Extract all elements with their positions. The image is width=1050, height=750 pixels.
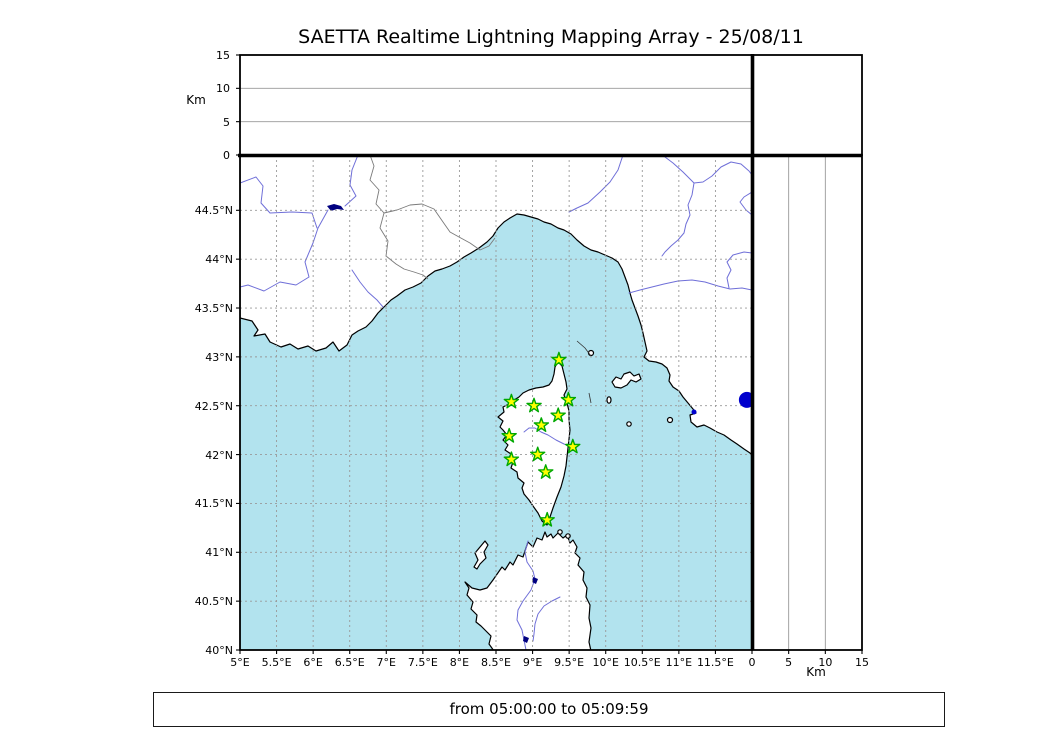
country-borders	[369, 155, 496, 280]
latitude-tick-label: 41.5°N	[194, 497, 233, 511]
elba-island	[611, 371, 642, 389]
pianosa-island	[626, 421, 632, 427]
latitude-tick-label: 42°N	[205, 448, 233, 462]
longitude-tick-label: 11.5°E	[696, 656, 734, 669]
station-star-marker	[501, 427, 517, 443]
station-star-marker	[530, 446, 546, 462]
longitude-tick-label: 5.5°E	[261, 656, 292, 669]
altitude-tick-label-left: 10	[216, 82, 230, 96]
altitude-axis-label-left: Km	[186, 93, 206, 107]
station-star-marker	[533, 417, 550, 432]
panel-frames	[238, 54, 863, 651]
altitude-tick-label-bottom: 5	[785, 656, 793, 669]
corsica-landmass	[497, 361, 571, 526]
maddalena-islet	[557, 529, 563, 535]
latitude-tick-label: 43°N	[205, 350, 233, 364]
longitude-tick-label: 6°E	[303, 656, 323, 669]
altitude-panel-gridlines-right	[788, 155, 826, 650]
longitude-tick-label: 10.5°E	[623, 656, 661, 669]
longitude-tick-label: 9°E	[522, 656, 543, 669]
longitude-tick-label: 10°E	[592, 656, 619, 669]
asinara-island	[473, 540, 489, 570]
sardinia-landmass	[464, 531, 592, 650]
longitude-tick-label: 8°E	[449, 656, 470, 669]
map-panel	[240, 155, 752, 650]
latitude-tick-label: 40°N	[205, 644, 233, 657]
time-range-box: from 05:00:00 to 05:09:59	[153, 692, 945, 727]
latitude-tick-label: 40.5°N	[194, 595, 233, 609]
station-star-marker	[503, 393, 520, 409]
lakes	[327, 204, 697, 643]
maddalena-islet	[565, 533, 571, 539]
sardinia-lake	[523, 636, 529, 643]
station-star-marker	[550, 407, 566, 423]
station-star-marker	[503, 451, 520, 467]
altitude-tick-label-bottom: 10	[818, 656, 833, 669]
corner-panel-frame	[751, 54, 863, 156]
longitude-tick-label: 7.5°E	[407, 656, 438, 669]
latitude-tick-label: 44.5°N	[194, 204, 233, 218]
longitude-tick-label: 5°E	[230, 656, 250, 669]
station-star-marker	[565, 438, 581, 454]
page-title: SAETTA Realtime Lightning Mapping Array …	[298, 26, 804, 48]
longitude-tick-label: 11°E	[665, 656, 693, 669]
sardinia-lake	[532, 577, 538, 584]
altitude-longitude-panel-frame	[239, 54, 753, 156]
capraia-island	[606, 396, 612, 404]
sea-contour-lines	[576, 340, 592, 404]
altitude-axis-label-bottom: Km	[806, 665, 826, 679]
map-gridlines	[240, 155, 752, 650]
altitude-latitude-panel-frame	[751, 154, 863, 651]
longitude-tick-label: 9.5°E	[554, 656, 585, 669]
station-star-marker	[551, 351, 567, 367]
station-markers	[501, 351, 581, 527]
altitude-tick-label-bottom: 0	[748, 656, 756, 669]
lake-serre-poncon	[327, 204, 344, 211]
altitude-tick-label-bottom: 15	[855, 656, 869, 669]
latitude-tick-label: 44°N	[205, 253, 233, 267]
longitude-tick-label: 8.5°E	[481, 656, 511, 669]
altitude-tick-label-left: 5	[223, 115, 230, 129]
station-star-marker	[539, 511, 555, 527]
station-star-marker	[560, 391, 577, 407]
latitude-tick-label: 42.5°N	[194, 399, 233, 413]
altitude-tick-label-left: 15	[216, 49, 230, 62]
longitude-tick-label: 7°E	[376, 656, 396, 669]
latitude-tick-label: 43.5°N	[194, 302, 233, 315]
time-range-text: from 05:00:00 to 05:09:59	[449, 700, 649, 718]
station-star-marker	[526, 397, 542, 413]
coastal-lagoon	[691, 409, 697, 415]
giglio-island	[666, 416, 674, 424]
altitude-panel-gridlines-top	[240, 87, 752, 123]
altitude-tick-label-left: 0	[223, 149, 230, 162]
longitude-tick-label: 6.5°E	[334, 656, 365, 669]
station-star-marker	[538, 464, 554, 479]
event-dot	[738, 391, 752, 408]
rivers	[240, 155, 752, 650]
latitude-tick-label: 41°N	[205, 546, 233, 560]
